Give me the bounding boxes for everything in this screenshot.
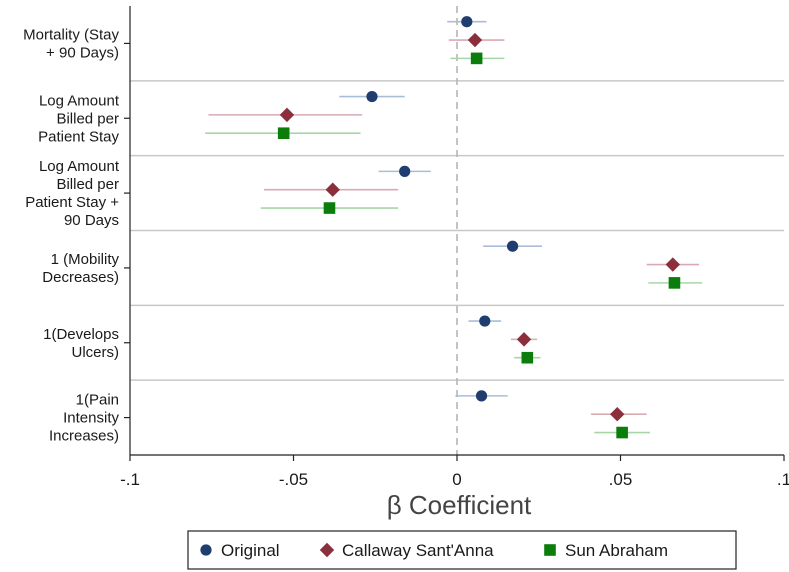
point-estimate-original (475, 390, 488, 402)
legend-box (187, 530, 737, 570)
y-category-label: 1(Develops Ulcers) (43, 326, 119, 361)
legend-label: Original (221, 541, 280, 560)
legend-marker-diamond (319, 542, 335, 558)
point-estimate-original (461, 16, 473, 28)
x-tick-label: 0 (452, 470, 461, 489)
point-estimate-sun-abraham (470, 52, 483, 65)
x-tick-label: -.1 (120, 470, 140, 489)
y-category-label: 1(Pain Intensity Increases) (49, 392, 120, 445)
point-estimate-callaway (279, 107, 295, 123)
point-estimate-sun-abraham (277, 127, 290, 140)
legend-label: Callaway Sant'Anna (342, 541, 494, 560)
y-axis-labels: Mortality (Stay + 90 Days) Log Amount Bille… (23, 26, 120, 444)
confidence-intervals (205, 20, 703, 434)
point-estimate-original (479, 315, 491, 327)
legend-label: Sun Abraham (565, 541, 668, 560)
point-estimate-sun-abraham (616, 426, 628, 439)
x-tick-label: -.05 (279, 470, 308, 489)
x-tick-label: .05 (609, 470, 633, 489)
point-estimate-callaway (467, 32, 483, 48)
x-axis-title: β Coefficient (387, 490, 532, 520)
legend: Original Callaway Sant'Anna Sun Abraham (200, 541, 668, 560)
y-category-label: Log Amount Billed per Patient Stay +90 Day… (25, 158, 120, 229)
legend-marker-circle (200, 544, 212, 556)
point-estimate-original (399, 165, 411, 177)
x-tick-label: .1 (777, 470, 789, 489)
point-estimate-callaway (665, 257, 681, 272)
point-estimate-callaway (516, 332, 532, 347)
point-estimate-original (366, 90, 378, 103)
legend-marker-square (544, 544, 556, 556)
point-estimate-sun-abraham (668, 277, 681, 289)
point-estimate-callaway (325, 182, 340, 197)
point-estimate-sun-abraham (323, 202, 336, 214)
y-category-label: 1 (Mobility Decreases) (42, 251, 119, 286)
y-category-label: Log Amount Billed per Patient Stay (38, 92, 120, 145)
point-estimate-original (506, 240, 519, 252)
point-estimate-callaway (610, 407, 625, 422)
point-estimate-sun-abraham (521, 351, 534, 364)
y-category-label: Mortality (Stay + 90 Days) (23, 26, 119, 61)
y-axis-ticks (124, 42, 130, 419)
point-estimates (277, 16, 681, 439)
x-axis-ticks: -.1 -.05 0 .05 .1 (120, 455, 789, 489)
